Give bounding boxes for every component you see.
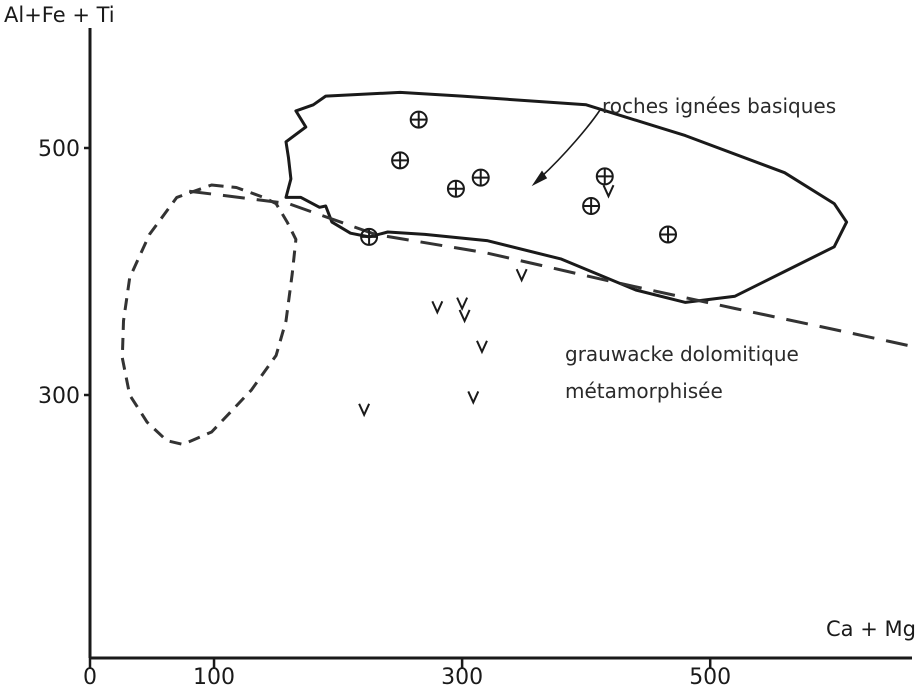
point-v: [515, 268, 528, 283]
ticks-layer: 0 100 300 500 300 500: [38, 137, 731, 686]
point-circle-plus: [595, 167, 614, 186]
annotation-metamorphisee: métamorphisée: [565, 379, 723, 403]
point-v: [358, 403, 371, 418]
y-tick-label: 500: [38, 137, 80, 162]
point-circle-plus: [659, 225, 678, 244]
trend-layer: [189, 189, 910, 348]
point-v: [458, 309, 471, 324]
y-axis-label: Al+Fe + Ti: [4, 3, 115, 27]
annotation-roches: roches ignées basiques: [602, 94, 836, 118]
point-circle-plus: [471, 168, 490, 187]
point-v: [456, 297, 469, 312]
point-v: [602, 184, 615, 199]
point-circle-plus: [360, 227, 379, 246]
trend-line-dashed: [189, 189, 910, 348]
points-layer: [358, 110, 678, 418]
y-tick-label: 300: [38, 384, 80, 409]
annotations-layer: roches ignées basiques grauwacke dolomit…: [565, 94, 836, 403]
region-roches-ignees: [284, 90, 849, 304]
point-v: [431, 300, 444, 315]
annotation-arrow: [539, 109, 601, 179]
point-circle-plus: [409, 110, 428, 129]
point-circle-plus: [446, 179, 465, 198]
x-tick-label: 500: [689, 665, 731, 686]
annotation-arrow-head: [531, 170, 548, 187]
x-tick-label: 300: [441, 665, 483, 686]
x-tick-label: 0: [83, 665, 97, 686]
annotation-grauwacke: grauwacke dolomitique: [565, 342, 799, 366]
x-tick-label: 100: [193, 665, 235, 686]
regions-layer: [120, 90, 849, 446]
region-dashed-field: [120, 183, 298, 446]
point-v: [476, 340, 488, 355]
point-circle-plus: [582, 197, 601, 216]
point-v: [467, 391, 480, 405]
point-circle-plus: [391, 151, 410, 170]
x-axis-label: Ca + Mg: [826, 617, 916, 641]
